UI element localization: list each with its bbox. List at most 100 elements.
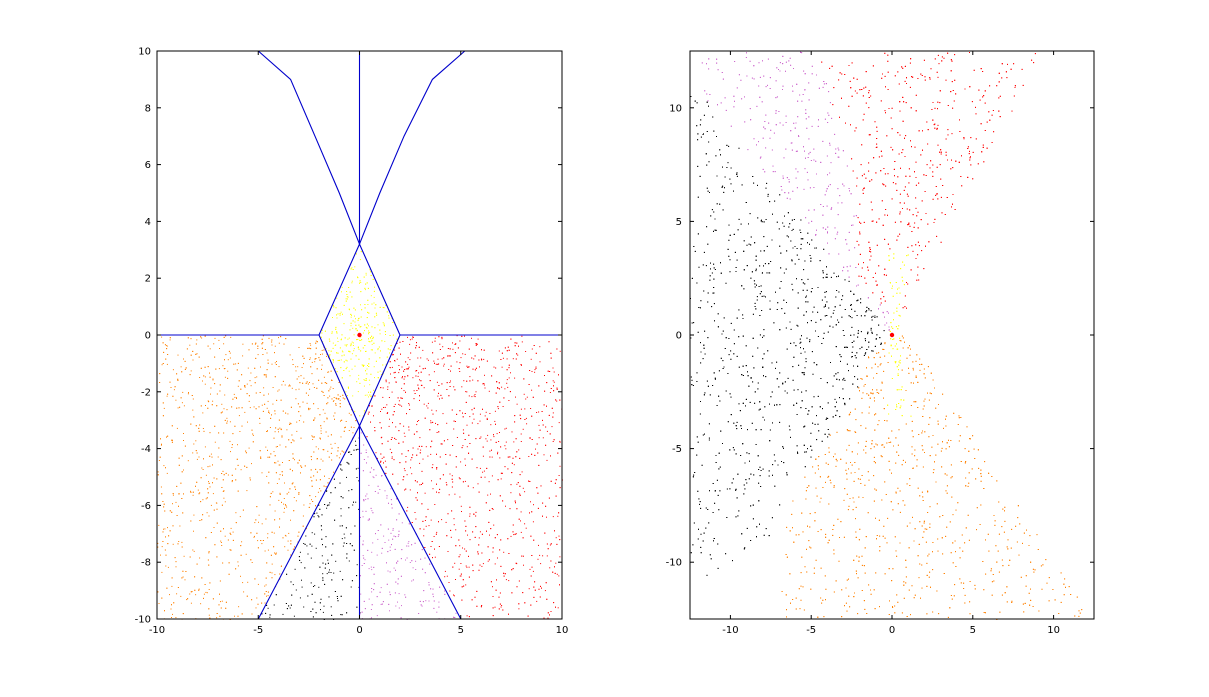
scatter-point: [411, 560, 413, 562]
scatter-point: [485, 411, 487, 413]
scatter-point: [438, 392, 439, 394]
scatter-point: [331, 331, 333, 333]
scatter-point: [370, 373, 372, 375]
scatter-point: [340, 453, 341, 455]
scatter-point: [422, 458, 424, 460]
scatter-point: [460, 575, 462, 577]
scatter-point: [279, 474, 281, 476]
scatter-point: [453, 386, 455, 388]
scatter-point: [333, 400, 335, 402]
scatter-point: [297, 366, 299, 368]
scatter-point: [259, 392, 261, 393]
scatter-point: [503, 572, 505, 574]
scatter-point: [340, 436, 342, 438]
scatter-point: [253, 536, 255, 538]
scatter-point: [444, 576, 446, 578]
scatter-point: [363, 500, 365, 502]
scatter-point: [542, 555, 544, 557]
scatter-point: [515, 456, 517, 458]
scatter-point: [497, 453, 498, 455]
scatter-point: [198, 589, 200, 591]
scatter-point: [368, 396, 369, 398]
scatter-point: [360, 350, 362, 352]
scatter-point: [285, 412, 287, 414]
scatter-point: [220, 542, 222, 543]
scatter-point: [377, 349, 379, 351]
scatter-point: [453, 524, 455, 526]
scatter-point: [235, 522, 237, 524]
scatter-point: [447, 355, 448, 357]
scatter-point: [404, 470, 406, 472]
scatter-point: [476, 590, 478, 592]
scatter-point: [501, 366, 503, 368]
scatter-point: [221, 473, 223, 474]
scatter-point: [282, 462, 283, 463]
scatter-point: [514, 415, 516, 417]
scatter-point: [344, 344, 346, 346]
scatter-point: [339, 395, 341, 397]
scatter-point: [269, 616, 271, 618]
scatter-point: [278, 419, 280, 421]
scatter-point: [159, 456, 161, 458]
scatter-point: [317, 408, 319, 410]
scatter-point: [408, 404, 410, 406]
scatter-point: [491, 449, 492, 451]
scatter-point: [416, 431, 418, 433]
scatter-point: [531, 389, 533, 391]
scatter-point: [284, 482, 285, 484]
scatter-point: [428, 374, 430, 376]
scatter-point: [327, 402, 329, 404]
scatter-point: [300, 437, 302, 439]
scatter-point: [271, 363, 273, 365]
scatter-point: [432, 352, 434, 354]
scatter-point: [234, 425, 236, 427]
scatter-point: [275, 446, 277, 448]
scatter-point: [492, 607, 494, 609]
scatter-point: [178, 505, 179, 507]
scatter-point: [318, 586, 320, 588]
scatter-point: [363, 364, 365, 366]
scatter-point: [181, 371, 183, 373]
scatter-point: [157, 474, 159, 476]
scatter-point: [394, 548, 396, 550]
scatter-point: [325, 486, 327, 488]
scatter-point: [556, 387, 558, 389]
scatter-point: [473, 513, 475, 515]
scatter-point: [499, 495, 501, 497]
scatter-point: [205, 591, 207, 593]
scatter-point: [195, 343, 197, 345]
scatter-point: [370, 295, 372, 297]
scatter-point: [349, 309, 350, 311]
scatter-point: [547, 548, 549, 550]
scatter-point: [477, 423, 479, 425]
scatter-point: [249, 477, 251, 479]
scatter-point: [558, 575, 560, 577]
scatter-point: [310, 476, 312, 478]
scatter-point: [261, 472, 263, 474]
scatter-point: [158, 524, 160, 526]
scatter-point: [399, 404, 401, 406]
scatter-point: [544, 532, 546, 534]
scatter-point: [348, 412, 350, 414]
scatter-point: [169, 337, 171, 339]
scatter-point: [303, 504, 305, 506]
scatter-point: [340, 367, 342, 369]
scatter-point: [556, 573, 558, 575]
scatter-point: [340, 464, 342, 466]
scatter-point: [483, 384, 485, 386]
x-tick-label: 5: [458, 625, 464, 636]
scatter-point: [376, 615, 378, 617]
scatter-point: [359, 575, 361, 577]
scatter-point: [536, 600, 538, 602]
scatter-point: [406, 413, 407, 415]
scatter-point: [322, 391, 324, 393]
scatter-point: [212, 378, 214, 380]
scatter-point: [160, 444, 162, 446]
scatter-point: [204, 376, 206, 378]
scatter-point: [523, 564, 524, 566]
scatter-point: [342, 313, 343, 315]
scatter-point: [411, 338, 413, 340]
scatter-point: [340, 311, 342, 313]
scatter-point: [534, 581, 536, 583]
scatter-point: [371, 335, 373, 337]
